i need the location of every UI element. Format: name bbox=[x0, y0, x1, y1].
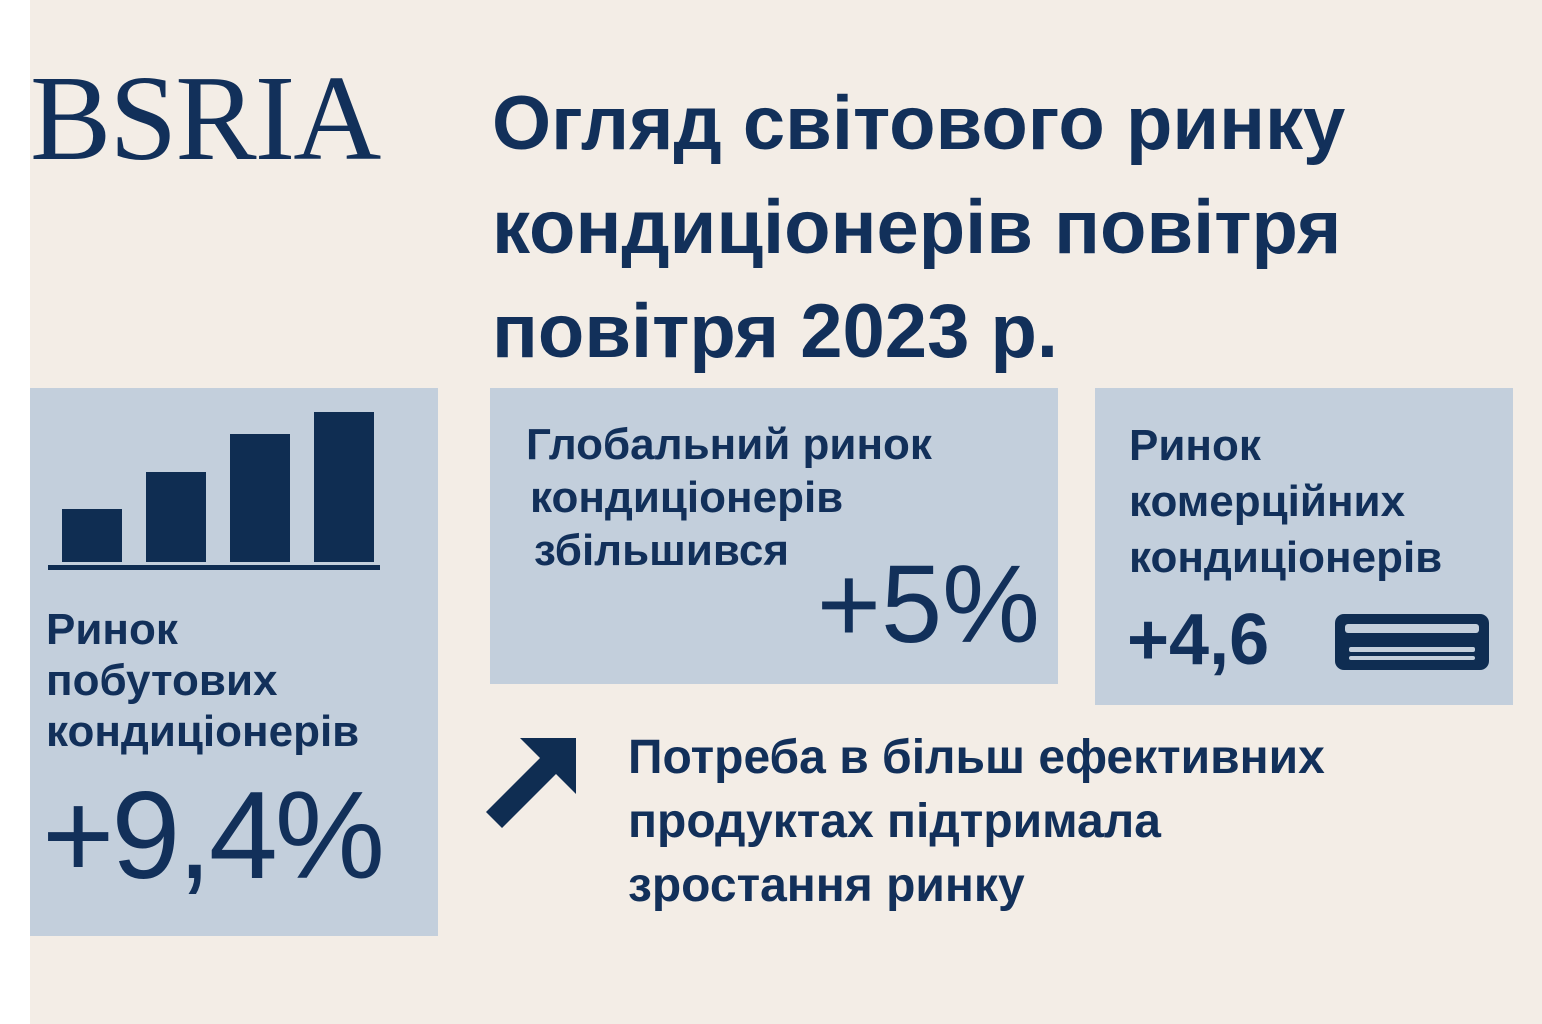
note-line: зростання ринку bbox=[628, 859, 1025, 912]
label-line: кондиціонерів bbox=[530, 473, 844, 522]
bar-icon-bar bbox=[62, 509, 122, 562]
bar-icon-baseline bbox=[48, 565, 380, 570]
bar-icon-bar bbox=[146, 472, 206, 562]
air-conditioner-icon bbox=[1335, 614, 1489, 670]
label-line: побутових bbox=[46, 656, 278, 705]
bsria-logo: BSRIA bbox=[30, 51, 381, 186]
page-title: Огляд світового ринку кондиціонерів пові… bbox=[492, 72, 1522, 384]
commercial-market-value: +4,6 bbox=[1127, 600, 1270, 680]
label-line: збільшився bbox=[534, 526, 789, 575]
global-market-value: +5% bbox=[816, 543, 1040, 666]
bar-icon-bar bbox=[314, 412, 374, 562]
household-market-value: +9,4% bbox=[42, 767, 385, 905]
commercial-market-panel: Ринок комерційних кондиціонерів +4,6 bbox=[1095, 388, 1513, 705]
label-line: кондиціонерів bbox=[1129, 533, 1443, 582]
note-line: Потреба в більш ефективних bbox=[628, 731, 1325, 784]
label-line: Ринок bbox=[1129, 421, 1261, 470]
global-market-label: Глобальний ринок кондиціонерів збільшивс… bbox=[526, 418, 932, 577]
title-line: кондиціонерів повітря bbox=[492, 185, 1342, 270]
note-line: продуктах підтримала bbox=[628, 795, 1161, 848]
label-line: Ринок bbox=[46, 605, 178, 654]
infographic: BSRIA Огляд світового ринку кондиціонері… bbox=[30, 0, 1542, 1024]
title-line: повітря 2023 р. bbox=[492, 289, 1058, 374]
household-market-panel: Ринок побутових кондиціонерів +9,4% bbox=[30, 388, 438, 936]
market-growth-note: Потреба в більш ефективних продуктах під… bbox=[628, 726, 1325, 918]
label-line: комерційних bbox=[1129, 477, 1406, 526]
title-line: Огляд світового ринку bbox=[492, 81, 1346, 166]
bar-icon-bar bbox=[230, 434, 290, 562]
label-line: Глобальний ринок bbox=[526, 420, 932, 469]
global-market-panel: Глобальний ринок кондиціонерів збільшивс… bbox=[490, 388, 1058, 684]
arrow-up-right-icon bbox=[486, 738, 576, 828]
label-line: кондиціонерів bbox=[46, 707, 360, 756]
household-market-label: Ринок побутових кондиціонерів bbox=[46, 604, 359, 757]
commercial-market-label: Ринок комерційних кондиціонерів bbox=[1129, 418, 1442, 586]
bar-chart-icon bbox=[48, 408, 380, 570]
